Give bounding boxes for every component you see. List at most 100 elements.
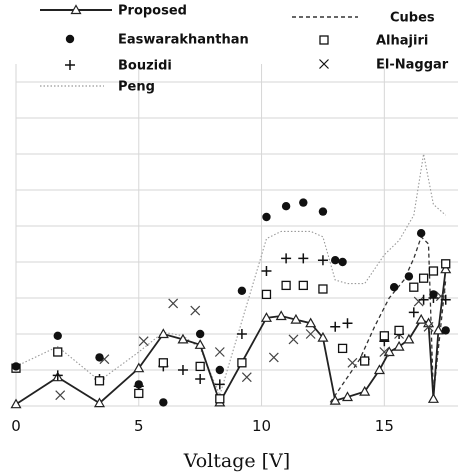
data-point bbox=[93, 397, 106, 408]
series-peng bbox=[15, 153, 447, 397]
data-point bbox=[281, 280, 291, 291]
data-point bbox=[262, 212, 271, 222]
legend-label: Bouzidi bbox=[118, 59, 172, 74]
plot-area bbox=[10, 153, 452, 409]
data-point bbox=[55, 390, 66, 401]
data-point bbox=[195, 361, 205, 372]
legend-label: El-Naggar bbox=[376, 58, 449, 73]
data-point bbox=[261, 289, 272, 300]
data-point bbox=[329, 394, 341, 405]
grid bbox=[15, 64, 458, 407]
data-point bbox=[317, 255, 328, 266]
data-point bbox=[215, 394, 225, 404]
x-tick-label: 15 bbox=[375, 417, 394, 435]
data-point bbox=[427, 393, 439, 403]
data-point bbox=[347, 357, 358, 368]
series-proposed bbox=[10, 263, 452, 409]
data-point bbox=[95, 353, 104, 362]
data-point bbox=[418, 294, 429, 305]
legend-label: Easwarakhanthan bbox=[118, 33, 249, 48]
data-point bbox=[379, 331, 389, 341]
data-point bbox=[237, 358, 247, 368]
legend-marker bbox=[319, 59, 329, 69]
data-point bbox=[241, 372, 252, 383]
data-point bbox=[298, 280, 308, 291]
data-point bbox=[11, 362, 21, 371]
data-point bbox=[413, 296, 424, 307]
data-point bbox=[194, 339, 206, 349]
data-point bbox=[290, 313, 302, 324]
legend-item-alhajiri: Alhajiri bbox=[319, 34, 428, 49]
legend-label: Alhajiri bbox=[376, 34, 428, 49]
data-point bbox=[338, 257, 347, 267]
data-point bbox=[260, 312, 272, 322]
legend-item-easwarakhanthan: Easwarakhanthan bbox=[65, 33, 249, 48]
legend-marker bbox=[319, 35, 329, 45]
data-point bbox=[318, 284, 328, 294]
data-point bbox=[360, 356, 370, 366]
x-tick-label: 10 bbox=[252, 417, 271, 435]
data-point bbox=[214, 347, 225, 357]
data-point bbox=[432, 324, 444, 335]
data-point bbox=[342, 318, 353, 329]
data-point bbox=[215, 365, 225, 375]
data-point bbox=[133, 362, 145, 373]
data-point bbox=[159, 398, 168, 407]
data-point bbox=[440, 263, 452, 274]
data-point bbox=[195, 374, 206, 384]
legend-item-bouzidi: Bouzidi bbox=[65, 59, 172, 74]
data-point bbox=[52, 370, 63, 381]
data-point bbox=[281, 202, 291, 211]
series-line-peng bbox=[15, 153, 447, 397]
data-point bbox=[298, 253, 309, 264]
data-point bbox=[305, 317, 317, 328]
legend-label: Proposed bbox=[118, 4, 187, 19]
data-point bbox=[268, 352, 279, 363]
data-point bbox=[373, 364, 385, 375]
x-tick-label: 0 bbox=[11, 417, 21, 435]
data-point bbox=[237, 286, 247, 295]
data-point bbox=[288, 334, 299, 345]
legend-item-cubes: Cubes bbox=[292, 11, 435, 26]
data-point bbox=[53, 331, 62, 340]
data-point bbox=[281, 253, 292, 264]
data-point bbox=[341, 391, 354, 402]
x-tick-label: 5 bbox=[134, 417, 144, 435]
legend-item-peng: Peng bbox=[40, 80, 155, 95]
data-point bbox=[440, 294, 451, 305]
data-point bbox=[389, 283, 399, 292]
legend-label: Peng bbox=[118, 80, 155, 95]
data-point bbox=[428, 266, 439, 276]
data-point bbox=[393, 340, 405, 351]
x-axis-ticks: 0 5 10 15 bbox=[11, 417, 394, 435]
data-point bbox=[236, 329, 247, 339]
data-point bbox=[299, 198, 308, 207]
series-cubes bbox=[329, 235, 447, 403]
data-point bbox=[261, 266, 272, 276]
data-point bbox=[305, 329, 316, 339]
data-point bbox=[134, 380, 143, 389]
x-axis-label: Voltage [V] bbox=[183, 450, 290, 472]
data-point bbox=[53, 347, 63, 357]
data-point bbox=[423, 321, 434, 332]
data-point bbox=[403, 333, 415, 344]
series-line-cubes bbox=[329, 235, 447, 403]
data-point bbox=[409, 282, 419, 292]
data-point bbox=[190, 305, 201, 316]
data-point bbox=[134, 388, 144, 399]
legend-marker bbox=[70, 4, 82, 15]
data-point bbox=[168, 298, 179, 309]
data-point bbox=[331, 256, 340, 265]
data-point bbox=[359, 385, 371, 396]
data-point bbox=[394, 325, 404, 336]
legend: Proposed Cubes Easwarakhanthan Alhajiri Bouz… bbox=[40, 4, 449, 95]
data-point bbox=[195, 329, 205, 339]
data-point bbox=[317, 331, 329, 342]
data-point bbox=[158, 358, 168, 368]
data-point bbox=[416, 229, 426, 238]
data-point bbox=[318, 207, 328, 216]
data-point bbox=[415, 313, 427, 324]
legend-label: Cubes bbox=[390, 11, 435, 26]
data-point bbox=[404, 272, 414, 281]
